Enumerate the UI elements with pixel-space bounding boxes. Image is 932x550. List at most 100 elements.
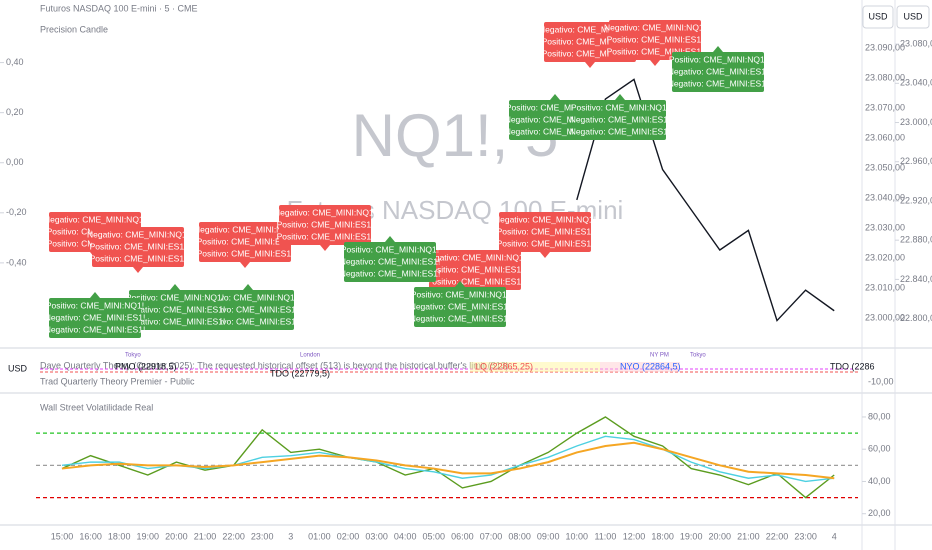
callout-text: Negativo: CME_MINI:ES1! — [410, 313, 511, 323]
callout-text: Negativo: CME_MINI:NQ1! — [274, 207, 376, 217]
callout-box — [344, 242, 436, 282]
session-box — [470, 362, 600, 372]
callout-text: Negativo: CME_MINI:ES1! — [198, 304, 299, 314]
callout-pointer — [243, 284, 253, 290]
callout-box — [199, 222, 291, 262]
x-tick-label: 11:00 — [594, 531, 616, 541]
callout-text: Negativo: CME_MINI:ES1! — [198, 316, 299, 326]
x-tick-label: 08:00 — [508, 531, 531, 541]
y2-tick-label: -0,40 — [6, 257, 27, 267]
currency[interactable]: USD — [868, 11, 888, 21]
callout-pointer — [455, 281, 465, 287]
x-tick-label: 19:00 — [680, 531, 703, 541]
y-tick-label: 22.800,00 — [900, 313, 932, 323]
callout-text: Negativo: CME_MINI:ES1! — [45, 312, 146, 322]
x-tick-label: 09:00 — [537, 531, 560, 541]
callout-text: Positivo: CME_MINI:ES1! — [277, 219, 374, 229]
inner-scale-label: 23.040,00 — [865, 192, 905, 202]
lower-panel: 80,00 60,00 40,00 20,00 Wall Street Volatili… — [36, 402, 891, 541]
x-tick-label: 04:00 — [394, 531, 417, 541]
callout-text: Positivo: CME_MINI:NQ1! — [411, 289, 509, 299]
y-tick-label: 22.920,00 — [900, 195, 932, 205]
callout-text: Positivo: CME_MINI:ES1! — [542, 36, 639, 46]
callout-pointer — [320, 245, 330, 251]
inner-scale-label: 23.080,00 — [865, 72, 905, 82]
callout-pointer — [650, 60, 660, 66]
level-label: PMO (22918,5) — [115, 361, 177, 371]
callout-box — [49, 298, 141, 338]
currency: USD — [8, 363, 28, 373]
callout-text: Negativo: CME_MINI:ES1! — [340, 256, 441, 266]
session-label: Tokyo — [690, 353, 706, 359]
callout-text: Positivo: CME_MINI:ES1! — [427, 264, 524, 274]
callout-text: Positivo: CME_MINI:NQ1! — [126, 292, 224, 302]
callout-text: Negativo: CME_MINI:ES1! — [410, 301, 511, 311]
y2-tick-label: 0,20 — [6, 107, 24, 117]
callout-text: Positivo: CME_MINI:NQ1! — [506, 102, 604, 112]
y-tick-label: 22.840,00 — [900, 274, 932, 284]
x-tick-label: 16:00 — [79, 531, 102, 541]
inner-scale-label: 23.030,00 — [865, 222, 905, 232]
y-tick-label: 80,00 — [868, 411, 891, 421]
callout-text: Positivo: CME_MINI:NQ1! — [669, 54, 767, 64]
callout-text: Positivo: CME_MINI:ES1! — [90, 241, 187, 251]
inner-scale-label: 23.090,00 — [865, 42, 905, 52]
inner-scale-label: 23.060,00 — [865, 132, 905, 142]
level-label: TDO (2286 — [830, 361, 875, 371]
x-tick-label: 18:00 — [651, 531, 674, 541]
callout-box — [672, 52, 764, 92]
callout-text: Negativo: CME_MINI:ES1! — [340, 268, 441, 278]
callout-text: Positivo: CME_MINI:ES1! — [427, 276, 524, 286]
currency[interactable]: USD — [903, 11, 923, 21]
main-panel: 23.090,0023.080,0023.070,0023.060,0023.0… — [0, 38, 932, 323]
callout-text: Positivo: CME_MINI:ES1! — [607, 34, 704, 44]
callout-text: Negativo: CME_MINI:ES1! — [125, 304, 226, 314]
callout-text: Negativo: CME_MINI:ES1! — [668, 78, 769, 88]
x-tick-label: 4 — [832, 531, 837, 541]
callout-text: Positivo: CME_MINI:ES1! — [607, 46, 704, 56]
callout-text: Negativo: CME_MINI:ES1! — [668, 66, 769, 76]
level-label: LQ (22865,25) — [475, 361, 533, 371]
currency-button[interactable] — [896, 5, 930, 29]
series-line — [576, 78, 835, 322]
panel-title: Wall Street Volatilidade Real — [40, 402, 153, 412]
indicator-name: Precision Candle — [40, 24, 108, 34]
callout-pointer — [90, 292, 100, 298]
level-label: TDO (22779,5) — [270, 368, 330, 378]
currency-button[interactable] — [862, 5, 894, 29]
callout-text: Negativo: CME_MINI:NQ1! — [494, 214, 596, 224]
callout-pointer — [615, 94, 625, 100]
x-tick-label: 05:00 — [423, 531, 446, 541]
callout-box — [92, 227, 184, 267]
y-tick-label: 22.960,00 — [900, 156, 932, 166]
inner-scale-label: 23.010,00 — [865, 282, 905, 292]
x-tick-label: 15:00 — [51, 531, 74, 541]
y-tick-label: 23.080,00 — [900, 38, 932, 48]
callout-text: Negativo: CME_MINI:ES1! — [570, 126, 671, 136]
callout-text: Positivo: CME_MINI:NQ1! — [46, 300, 144, 310]
y-tick-label: 60,00 — [868, 444, 891, 454]
y-tick-label: 23.040,00 — [900, 78, 932, 88]
x-tick-label: 06:00 — [451, 531, 474, 541]
callout-text: Positivo: CME_MINI:ES1! — [90, 253, 187, 263]
x-tick-label: 03:00 — [365, 531, 388, 541]
y2-tick-label: 0,40 — [6, 57, 24, 67]
x-tick-label: 23:00 — [794, 531, 817, 541]
y-tick-label: 40,00 — [868, 476, 891, 486]
inner-scale-label: 23.000,00 — [865, 312, 905, 322]
x-tick-label: 22:00 — [766, 531, 789, 541]
callout-pointer — [540, 252, 550, 258]
callout-text: Positivo: CME_MINI:ES1! — [497, 238, 594, 248]
callout-pointer — [585, 62, 595, 68]
level-label: NYO (22864,5) — [620, 361, 681, 371]
callout-box — [609, 20, 701, 60]
callout-box — [429, 250, 521, 290]
callout-text: Negativo: CME_MINI:ES1! — [45, 324, 146, 334]
x-tick-label: 21:00 — [737, 531, 760, 541]
callout-text: Negativo: CME_MINI:ES1! — [505, 126, 606, 136]
callout-box — [574, 100, 666, 140]
callout-pointer — [240, 262, 250, 268]
callout-pointer — [713, 46, 723, 52]
callout-text: Positivo: CME_MINI:ES1! — [197, 248, 294, 258]
